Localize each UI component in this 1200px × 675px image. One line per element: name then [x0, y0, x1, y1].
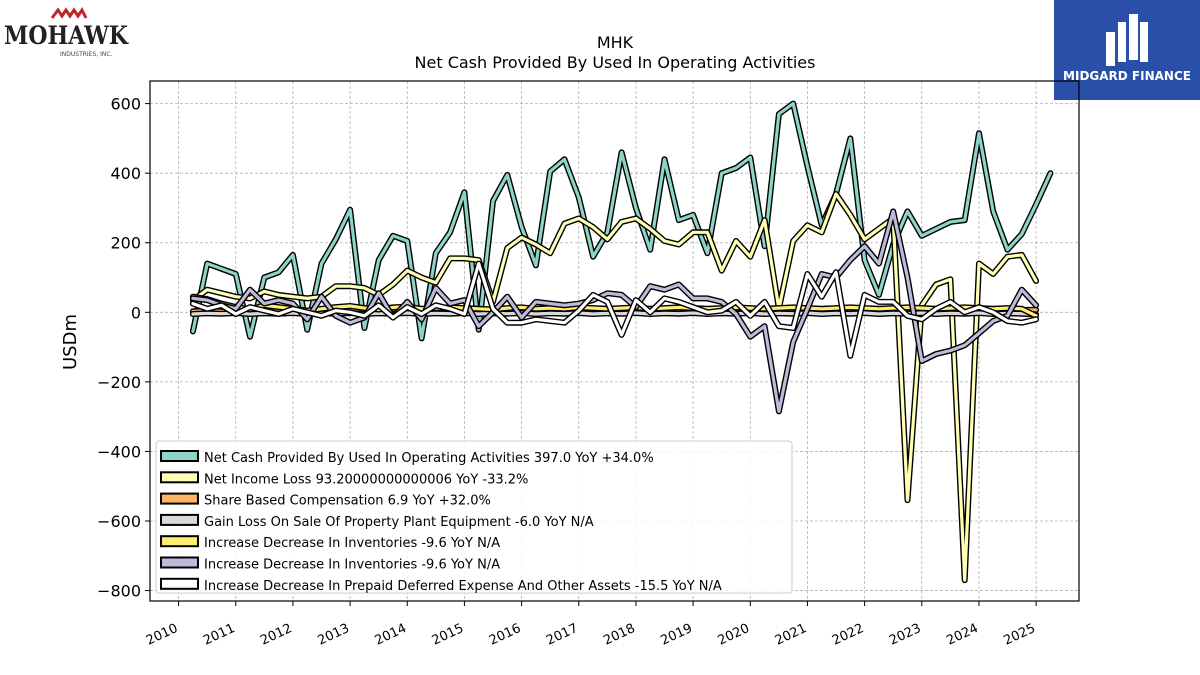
x-tick-label: 2018	[601, 621, 637, 649]
legend-label: Net Income Loss 93.20000000000006 YoY -3…	[204, 472, 528, 487]
y-tick-label: −800	[97, 582, 141, 601]
chart-subtitle: Net Cash Provided By Used In Operating A…	[415, 53, 816, 72]
series-line-0	[191, 101, 1053, 340]
grid-lines	[150, 81, 1079, 601]
mohawk-logo-graphic: MOHAWK INDUSTRIES, INC.	[4, 7, 129, 58]
y-tick-label: 0	[131, 303, 141, 322]
x-tick-label: 2023	[887, 621, 923, 649]
legend-label: Increase Decrease In Prepaid Deferred Ex…	[204, 579, 722, 594]
y-tick-label: −400	[97, 442, 141, 461]
midgard-finance-logo: MIDGARD FINANCE	[1054, 0, 1200, 100]
legend-swatch	[160, 492, 199, 505]
y-tick-label: 200	[110, 234, 141, 253]
x-tick-label: 2012	[258, 621, 294, 649]
legend-swatch	[160, 535, 199, 548]
legend-swatch	[160, 577, 199, 590]
y-axis-label: USDm	[60, 314, 81, 370]
legend-swatch	[160, 556, 199, 569]
midgard-logo-graphic: MIDGARD FINANCE	[1063, 14, 1191, 83]
legend-label: Share Based Compensation 6.9 YoY +32.0%	[204, 494, 491, 509]
x-tick-label: 2010	[144, 621, 180, 649]
y-tick-label: 400	[110, 164, 141, 183]
x-tick-label: 2013	[315, 621, 351, 649]
x-tick-label: 2015	[430, 621, 466, 649]
legend-label: Increase Decrease In Inventories -9.6 Yo…	[204, 558, 500, 573]
x-tick-label: 2011	[201, 621, 237, 649]
x-tick-label: 2024	[944, 621, 980, 649]
legend-label: Increase Decrease In Inventories -9.6 Yo…	[204, 536, 500, 551]
series-line-1	[191, 192, 1038, 582]
x-tick-label: 2019	[658, 621, 694, 649]
legend-label: Gain Loss On Sale Of Property Plant Equi…	[204, 515, 594, 530]
legend-box	[155, 440, 793, 594]
mohawk-emblem-icon	[50, 7, 88, 19]
midgard-wordmark: MIDGARD FINANCE	[1063, 69, 1191, 83]
legend: Net Cash Provided By Used In Operating A…	[155, 440, 793, 594]
mohawk-subtitle: INDUSTRIES, INC.	[60, 51, 113, 58]
y-tick-label: −600	[97, 512, 141, 531]
plot-frame	[149, 80, 1080, 602]
legend-swatch	[160, 513, 199, 526]
x-tick-label: 2022	[830, 621, 866, 649]
series-line-6	[191, 262, 1038, 358]
midgard-emblem-icon	[1106, 14, 1148, 66]
x-tick-label: 2021	[773, 621, 809, 649]
x-tick-label: 2025	[1001, 621, 1037, 649]
legend-swatch	[160, 450, 199, 462]
mohawk-wordmark: MOHAWK	[4, 21, 129, 50]
series-lines	[189, 100, 1054, 584]
x-tick-label: 2020	[716, 621, 752, 649]
x-tick-label: 2017	[544, 621, 580, 649]
y-tick-label: −200	[97, 373, 141, 392]
chart-title: MHK	[597, 33, 634, 52]
mohawk-logo: MOHAWK INDUSTRIES, INC.	[4, 4, 130, 60]
y-tick-label: 600	[110, 95, 141, 114]
x-tick-label: 2014	[373, 621, 409, 649]
legend-label: Net Cash Provided By Used In Operating A…	[204, 451, 654, 466]
legend-swatch	[160, 471, 199, 484]
x-tick-label: 2016	[487, 621, 523, 649]
